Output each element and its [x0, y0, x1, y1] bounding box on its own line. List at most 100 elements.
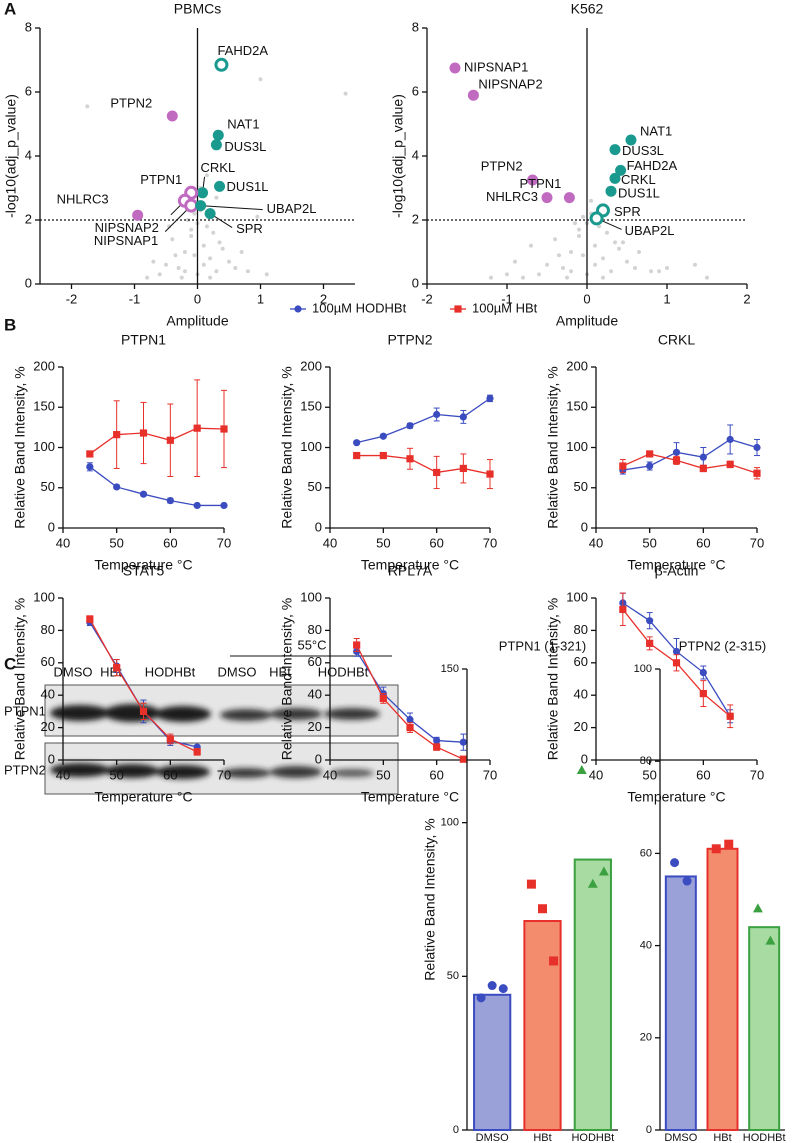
background-point [343, 91, 348, 96]
x-axis-label: Temperature °C [94, 557, 192, 573]
point-label: PTPN2 [110, 95, 152, 110]
marker [699, 453, 707, 461]
marker [753, 443, 761, 452]
marker [487, 981, 497, 991]
marker [459, 755, 467, 763]
y-tick-label: 0 [315, 751, 322, 766]
y-tick-label: 8 [412, 19, 419, 34]
y-tick-label: 50 [41, 479, 55, 494]
x-tick-label: 70 [750, 535, 764, 550]
y-tick-label: 100 [566, 589, 588, 604]
x-tick-label: DMSO [664, 1132, 697, 1143]
x-axis-label: Temperature °C [627, 789, 725, 805]
y-tick-label: 0 [581, 519, 588, 534]
chart-title: K562 [571, 1, 604, 17]
y-axis: 0 50 100 150 200 [566, 358, 597, 534]
y-axis-label: Relative Band Intensity, % [279, 366, 295, 528]
highlight-point [197, 187, 209, 199]
y-tick-label: 50 [308, 479, 322, 494]
y-tick-label: 50 [574, 479, 588, 494]
marker [459, 738, 467, 746]
x-tick-label: 50 [376, 535, 390, 550]
x-tick-label: 70 [483, 767, 497, 782]
y-tick-label: 150 [33, 399, 55, 414]
band [324, 708, 380, 720]
marker [459, 464, 467, 473]
highlight-point [541, 192, 553, 204]
x-tick-label: 1 [663, 291, 670, 306]
chart-title: PTPN1 [121, 332, 166, 348]
y-tick-label: 100 [33, 439, 55, 454]
series-line [622, 453, 758, 474]
lane-label: DMSO [218, 664, 257, 679]
band [155, 706, 211, 722]
y-tick-label: 20 [308, 719, 322, 734]
x-tick-label: 50 [376, 767, 390, 782]
marker [433, 410, 441, 419]
marker [113, 664, 121, 672]
bar [706, 847, 739, 1131]
marker [220, 501, 228, 510]
marker [646, 450, 654, 458]
y-axis: 0 2 4 6 8 [412, 19, 428, 290]
y-tick-label: 60 [574, 654, 588, 669]
x-tick-label: 70 [750, 767, 764, 782]
band [270, 766, 322, 778]
y-axis-label: -log10(adj_p_value) [390, 94, 406, 218]
band [220, 709, 272, 721]
marker [672, 659, 681, 667]
y-tick-label: 50 [447, 970, 459, 982]
background-point [145, 275, 150, 280]
chart-title: PBMCs [174, 1, 221, 17]
y-axis-label: Relative Band Intensity, % [12, 598, 28, 760]
marker [86, 450, 94, 458]
background-point [164, 262, 168, 267]
background-point [561, 266, 565, 270]
bar [523, 920, 562, 1131]
y-tick-label: 150 [566, 399, 588, 414]
background-point [220, 246, 225, 251]
marker [726, 712, 734, 720]
background-point [529, 243, 533, 248]
marker [406, 422, 414, 430]
y-tick-label: 20 [574, 719, 588, 734]
marker [193, 424, 201, 432]
x-tick-label: 40 [589, 767, 603, 782]
marker [220, 425, 228, 433]
x-tick-label: -1 [129, 291, 141, 306]
y-tick-label: 6 [412, 83, 419, 98]
highlight-point [195, 200, 207, 212]
series-line [356, 397, 491, 444]
y-tick-label: 200 [33, 358, 55, 373]
y-axis-label: -log10(adj_p_value) [3, 94, 19, 218]
y-axis: 0 20 40 60 80 100 [300, 589, 331, 766]
x-tick-label: 60 [429, 767, 443, 782]
y-tick-label: 4 [25, 147, 32, 162]
background-point [264, 272, 269, 277]
bar [473, 993, 512, 1131]
bar [664, 875, 697, 1132]
point-label: NHLRC3 [486, 189, 538, 204]
y-tick-label: 200 [300, 358, 322, 373]
point-label: DUS3L [622, 143, 664, 158]
background-point [217, 240, 222, 245]
y-axis: 0 50 100 150 200 [33, 358, 64, 534]
y-tick-label: 150 [300, 399, 322, 414]
y-tick-label: 0 [25, 275, 32, 290]
y-tick-label: 80 [308, 622, 322, 637]
marker [433, 468, 441, 477]
background-point [204, 173, 209, 178]
marker [724, 839, 734, 849]
band [156, 765, 210, 779]
x-tick-label: -1 [501, 291, 513, 306]
band [105, 764, 159, 778]
marker [139, 490, 148, 498]
marker [353, 451, 361, 460]
y-tick-label: 100 [566, 439, 588, 454]
y-tick-label: 100 [634, 663, 652, 675]
background-point [625, 259, 629, 264]
y-axis-label: Relative Band Intensity, % [12, 366, 28, 528]
marker [672, 448, 681, 456]
marker [86, 615, 94, 623]
